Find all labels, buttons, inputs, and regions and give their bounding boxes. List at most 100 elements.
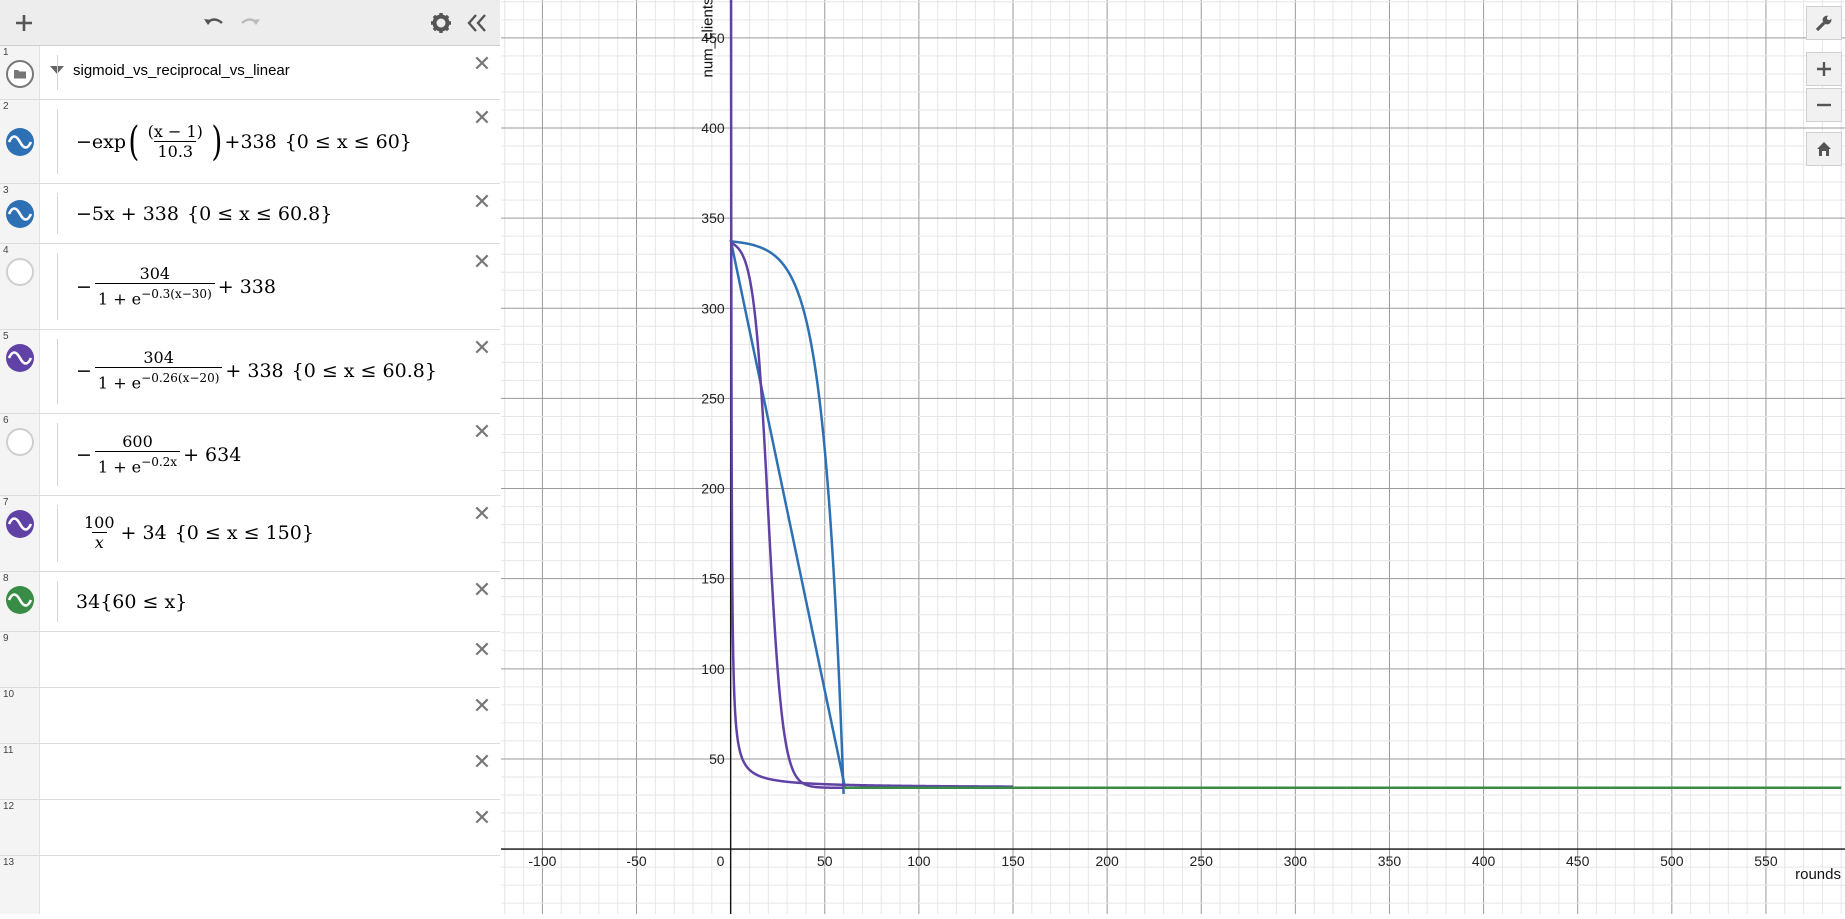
math-text: −5x + 338 xyxy=(76,203,179,225)
graph-toggle-icon[interactable] xyxy=(6,200,34,228)
row-number: 11 xyxy=(3,745,14,756)
domain-restriction: {0 ≤ x ≤ 60.8} xyxy=(187,203,333,225)
home-icon[interactable] xyxy=(1806,132,1842,166)
plus-icon[interactable] xyxy=(1806,52,1842,86)
math-input[interactable]: − 304 1 + e−0.26(x−20) + 338 {0 ≤ x ≤ 60… xyxy=(76,344,437,398)
row-gutter: 5 xyxy=(0,330,40,413)
math-input[interactable]: 34 {60 ≤ x} xyxy=(76,588,187,616)
plus-icon[interactable] xyxy=(8,8,40,38)
close-icon[interactable]: ✕ xyxy=(472,637,492,662)
x-tick-label: 400 xyxy=(1472,853,1496,869)
x-tick-label: -100 xyxy=(528,853,556,869)
row-gutter: 11 xyxy=(0,744,40,799)
folder-row[interactable]: 1 sigmoid_vs_reciprocal_vs_linear ✕ xyxy=(0,46,500,100)
math-text: − xyxy=(76,360,92,382)
expression-row[interactable]: 7 100 x + 34 {0 ≤ x ≤ 150} ✕ xyxy=(0,496,500,572)
x-tick-label: 0 xyxy=(717,853,725,869)
close-icon[interactable]: ✕ xyxy=(472,51,492,76)
expression-row[interactable]: 2 −exp ( (x − 1) 10.3 ) +338 {0 ≤ x ≤ 60… xyxy=(0,100,500,184)
math-input[interactable]: −exp ( (x − 1) 10.3 ) +338 {0 ≤ x ≤ 60} xyxy=(76,118,412,166)
row-gutter: 3 xyxy=(0,184,40,243)
row-number: 9 xyxy=(3,633,9,644)
folder-icon[interactable] xyxy=(6,60,34,88)
x-tick-label: -50 xyxy=(626,853,646,869)
expression-row[interactable]: 6 − 600 1 + e−0.2x + 634 ✕ xyxy=(0,414,500,496)
y-tick-label: 250 xyxy=(701,390,725,406)
math-input[interactable]: 100 x + 34 {0 ≤ x ≤ 150} xyxy=(78,508,314,558)
row-divider xyxy=(57,339,58,404)
close-icon[interactable]: ✕ xyxy=(472,335,492,360)
graph-canvas[interactable]: -100 -50 0 50 100 150 200 250 300 350 400 450 500 550… xyxy=(501,0,1845,914)
empty-expression-row[interactable]: 12 ✕ xyxy=(0,800,500,856)
row-gutter: 8 xyxy=(0,572,40,631)
y-tick-label: 300 xyxy=(701,300,725,316)
denominator: 1 + e−0.2x xyxy=(94,451,181,476)
x-tick-label: 500 xyxy=(1660,853,1684,869)
expression-row[interactable]: 8 34 {60 ≤ x} ✕ xyxy=(0,572,500,632)
graph-toggle-icon[interactable] xyxy=(6,128,34,156)
row-gutter: 4 xyxy=(0,244,40,329)
y-tick-label: 100 xyxy=(701,661,725,677)
graph-toggle-icon[interactable] xyxy=(6,586,34,614)
numerator: 304 xyxy=(139,264,171,284)
math-text: 34 xyxy=(76,591,101,613)
wrench-icon[interactable] xyxy=(1806,6,1842,40)
math-input[interactable]: −5x + 338 {0 ≤ x ≤ 60.8} xyxy=(76,200,332,228)
graph-svg[interactable]: -100 -50 0 50 100 150 200 250 300 350 400 450 500 550… xyxy=(501,0,1845,914)
close-icon[interactable]: ✕ xyxy=(472,577,492,602)
x-tick-label: 300 xyxy=(1284,853,1308,869)
expression-row[interactable]: 5 − 304 1 + e−0.26(x−20) + 338 {0 ≤ x ≤ … xyxy=(0,330,500,414)
close-icon[interactable]: ✕ xyxy=(472,105,492,130)
expression-toolbar xyxy=(0,0,500,46)
close-icon[interactable]: ✕ xyxy=(472,693,492,718)
empty-expression-row[interactable]: 9 ✕ xyxy=(0,632,500,688)
close-icon[interactable]: ✕ xyxy=(472,749,492,774)
graph-toggle-icon[interactable] xyxy=(6,510,34,538)
row-divider xyxy=(57,253,58,320)
row-number: 12 xyxy=(3,801,15,812)
row-gutter: 7 xyxy=(0,496,40,571)
empty-expression-row[interactable]: 11 ✕ xyxy=(0,744,500,800)
row-number: 10 xyxy=(3,689,15,700)
gear-icon[interactable] xyxy=(425,8,457,38)
x-tick-label: 350 xyxy=(1378,853,1402,869)
math-input[interactable]: − 600 1 + e−0.2x + 634 xyxy=(76,428,241,482)
curve-reciprocal xyxy=(729,0,1015,788)
redo-icon[interactable] xyxy=(234,8,266,38)
folder-title[interactable]: sigmoid_vs_reciprocal_vs_linear xyxy=(73,62,290,79)
close-icon[interactable]: ✕ xyxy=(472,249,492,274)
row-gutter: 2 xyxy=(0,100,40,183)
expression-row[interactable]: 4 − 304 1 + e−0.3(x−30) + 338 ✕ xyxy=(0,244,500,330)
hidden-toggle-icon[interactable] xyxy=(6,258,34,286)
row-divider xyxy=(57,505,58,562)
empty-expression-row[interactable]: 13 xyxy=(0,856,500,914)
close-icon[interactable]: ✕ xyxy=(472,805,492,830)
graph-toggle-icon[interactable] xyxy=(6,344,34,372)
minus-icon[interactable] xyxy=(1806,88,1842,122)
denominator-base: 1 + e xyxy=(97,289,142,309)
denominator: 1 + e−0.26(x−20) xyxy=(94,367,223,393)
x-tick-label: 450 xyxy=(1566,853,1590,869)
x-tick-label: 100 xyxy=(907,853,931,869)
row-divider xyxy=(57,193,58,234)
denominator-base: 1 + e xyxy=(97,373,142,393)
close-icon[interactable]: ✕ xyxy=(472,419,492,444)
close-icon[interactable]: ✕ xyxy=(472,501,492,526)
math-input[interactable]: − 304 1 + e−0.3(x−30) + 338 xyxy=(76,260,276,314)
expression-row[interactable]: 3 −5x + 338 {0 ≤ x ≤ 60.8} ✕ xyxy=(0,184,500,244)
denominator: 10.3 xyxy=(154,141,197,161)
close-icon[interactable]: ✕ xyxy=(472,189,492,214)
exponent: −0.3(x−30) xyxy=(141,287,212,302)
expression-panel: 1 sigmoid_vs_reciprocal_vs_linear ✕ 2 xyxy=(0,0,500,914)
denominator: 1 + e−0.3(x−30) xyxy=(94,283,215,309)
double-chevron-left-icon[interactable] xyxy=(461,8,493,38)
x-tick-label: 200 xyxy=(1095,853,1119,869)
empty-expression-row[interactable]: 10 ✕ xyxy=(0,688,500,744)
math-text: +338 xyxy=(224,131,277,153)
curve-sigmoid xyxy=(729,241,846,790)
math-text: + 34 xyxy=(120,522,167,544)
row-number: 6 xyxy=(3,415,9,426)
undo-icon[interactable] xyxy=(198,8,230,38)
hidden-toggle-icon[interactable] xyxy=(6,428,34,456)
